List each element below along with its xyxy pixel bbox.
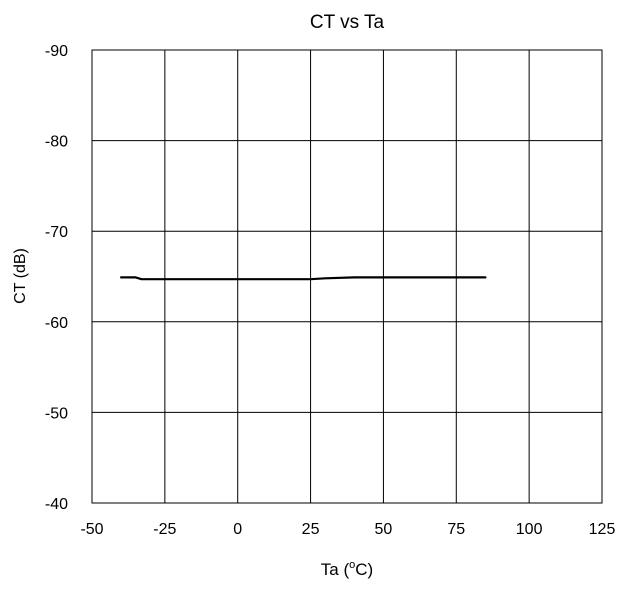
y-tick-labels: -90 -80 -70 -60 -50 -40 [45, 43, 68, 513]
x-tick-label: 75 [447, 521, 465, 538]
x-tick-label: 50 [375, 521, 393, 538]
series-layer [119, 276, 487, 281]
x-tick-label: 0 [233, 521, 242, 538]
x-tick-label: 25 [302, 521, 320, 538]
y-tick-label: -50 [45, 405, 68, 422]
x-tick-label: -25 [153, 521, 176, 538]
y-tick-label: -70 [45, 224, 68, 241]
x-axis-label: Ta (oC) [321, 559, 373, 579]
x-axis-label-main: Ta ( [321, 560, 350, 579]
series-line [119, 276, 487, 281]
x-tick-labels: -50 -25 0 25 50 75 100 125 [80, 521, 615, 538]
y-tick-label: -40 [45, 496, 68, 513]
y-tick-label: -90 [45, 43, 68, 60]
y-axis-label: CT (dB) [12, 248, 29, 304]
chart-title: CT vs Ta [310, 12, 385, 33]
x-tick-label: 125 [589, 521, 616, 538]
x-axis-label-superscript: o [349, 559, 355, 571]
grid [92, 50, 602, 503]
y-tick-label: -80 [45, 134, 68, 151]
y-tick-label: -60 [45, 315, 68, 332]
x-tick-label: 100 [516, 521, 543, 538]
x-tick-label: -50 [80, 521, 103, 538]
plot-frame [91, 49, 603, 504]
x-axis-label-suffix: C) [355, 560, 373, 579]
